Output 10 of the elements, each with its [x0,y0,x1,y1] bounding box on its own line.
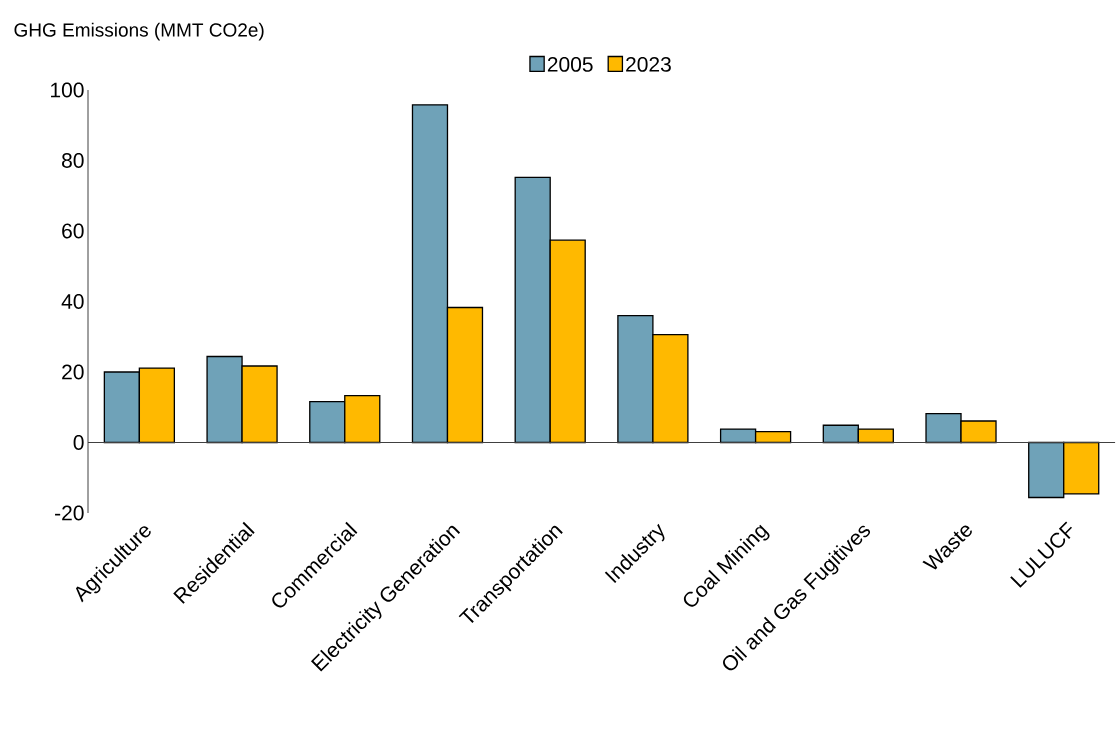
y-tick-label: -20 [55,505,84,521]
y-tick-label: 80 [62,153,84,168]
legend-label: 2005 [547,56,593,72]
legend-label: 2023 [626,56,671,72]
y-tick-label: 20 [62,364,84,380]
y-tick-label: 100 [51,82,84,98]
y-tick-label: 60 [62,223,84,239]
y-tick-label: 0 [73,435,84,450]
y-axis-title: GHG Emissions (MMT CO2e) [14,22,264,41]
y-tick-label: 40 [61,294,84,309]
